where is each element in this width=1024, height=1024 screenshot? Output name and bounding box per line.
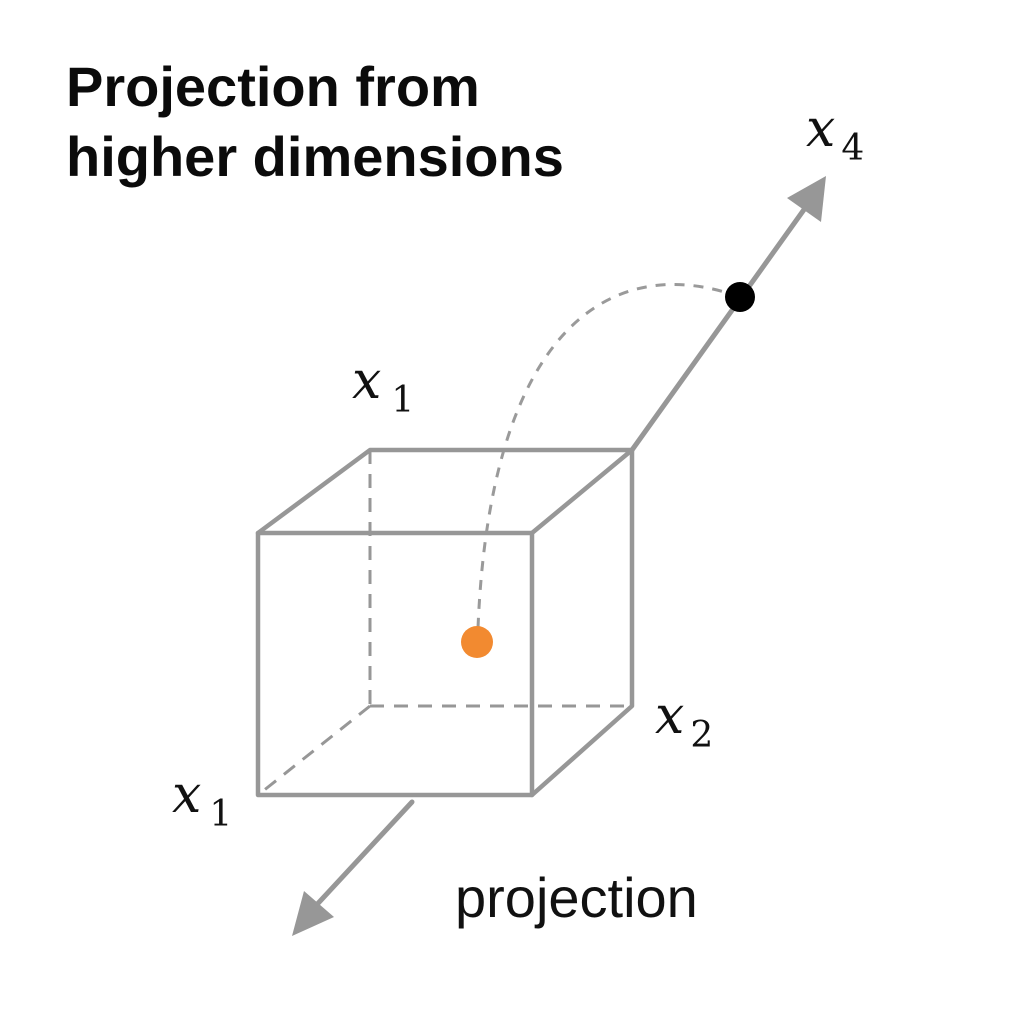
cube-front-face [255, 530, 535, 798]
projected-point [461, 626, 493, 658]
projection-axis-line [307, 799, 415, 915]
projection-axis [292, 799, 415, 936]
diagram-title: Projection from higher dimensions [66, 52, 686, 192]
high-dimensional-point [725, 282, 755, 312]
x4-axis-line [629, 201, 811, 453]
title-line-1: Projection from [66, 55, 480, 118]
cube-right-face [529, 447, 635, 798]
title-line-2: higher dimensions [66, 125, 564, 188]
projection-label: projection [455, 866, 698, 929]
hidden-edge-diagonal [257, 704, 371, 797]
x4-axis [629, 176, 826, 453]
cube-top-face [255, 447, 635, 536]
projection-arc [476, 283, 741, 629]
x4-axis-arrowhead [787, 176, 826, 222]
projection-axis-arrowhead [292, 891, 334, 936]
cube-hidden-edges [257, 450, 632, 797]
cube-visible-edges [255, 447, 635, 798]
